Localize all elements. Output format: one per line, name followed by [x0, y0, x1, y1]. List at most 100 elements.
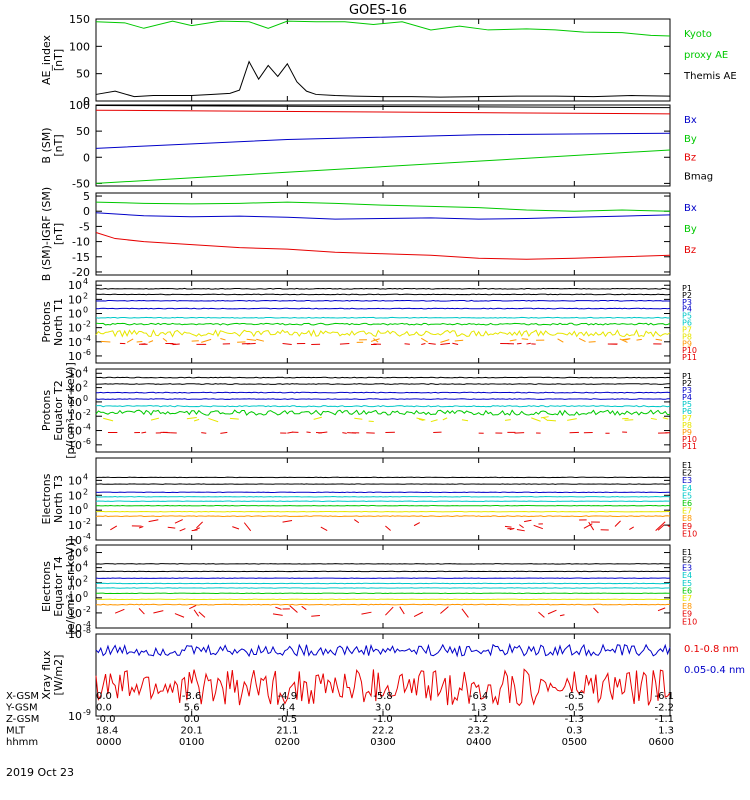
- legend-entry: P3: [682, 298, 692, 307]
- legend-entry: P2: [682, 379, 692, 388]
- series-segment: [289, 605, 298, 613]
- series-segment: [504, 419, 511, 421]
- series-segment: [538, 611, 545, 618]
- series-segment: [272, 613, 283, 616]
- panel-frame: [95, 104, 671, 187]
- legend-entry: E6: [682, 587, 692, 596]
- x-annotation-value: -0.0: [96, 714, 116, 725]
- series-segment: [220, 431, 228, 434]
- series-segment: [547, 419, 557, 422]
- legend-entry: E4: [682, 571, 692, 580]
- x-annotation-value: 1.3: [658, 726, 674, 737]
- y-axis-label: [nT]: [52, 134, 65, 156]
- y-axis-label: [nT]: [52, 223, 65, 245]
- y-tick-label: 10: [68, 562, 82, 575]
- series-segment: [413, 522, 420, 527]
- series-segment: [619, 338, 628, 343]
- series-segment: [320, 526, 328, 532]
- legend-entry: P1: [682, 372, 692, 381]
- series-segment: [282, 520, 293, 523]
- series-segment: [201, 432, 207, 434]
- x-annotation-value: 4.4: [279, 703, 295, 714]
- x-annotation-value: 0500: [562, 737, 587, 748]
- y-tick-exponent: -9: [83, 708, 91, 717]
- y-tick-label: 10: [68, 504, 82, 517]
- legend-entry: P11: [682, 442, 697, 451]
- y-axis-label: Equator T2: [52, 380, 65, 440]
- series-segment: [399, 606, 405, 615]
- series-segment: [103, 417, 114, 422]
- legend-entry: By: [684, 224, 697, 235]
- y-tick-exponent: 0: [83, 590, 88, 599]
- legend-entry: 0.1-0.8 nm: [684, 644, 739, 655]
- series-segment: [141, 431, 147, 434]
- legend-entry: E4: [682, 484, 692, 493]
- series-segment: [461, 608, 469, 618]
- y-tick-label: 10: [68, 425, 82, 438]
- y-tick-label: 10: [68, 489, 82, 502]
- series-segment: [662, 417, 669, 420]
- y-tick-label: 150: [69, 13, 90, 26]
- y-tick-label: 10: [68, 382, 82, 395]
- legend-entry: P6: [682, 407, 692, 416]
- y-tick-exponent: -4: [83, 532, 91, 541]
- y-tick-label: 10: [68, 336, 82, 349]
- series-segment: [524, 519, 532, 523]
- legend-entry: P5: [682, 400, 692, 409]
- series-segment: [318, 431, 328, 434]
- series-line: [95, 391, 671, 394]
- series-segment: [172, 343, 180, 346]
- y-tick-label: -10: [72, 236, 90, 249]
- x-annotation-label: X-GSM: [6, 691, 39, 702]
- y-tick-exponent: -4: [83, 620, 91, 629]
- x-annotation-value: 0100: [179, 737, 204, 748]
- legend-entry: P10: [682, 346, 697, 355]
- legend-entry: E10: [682, 529, 697, 538]
- y-tick-label: -20: [72, 266, 90, 279]
- series-segment: [404, 343, 410, 345]
- legend-entry: E5: [682, 491, 692, 500]
- x-annotation-value: -1.0: [373, 714, 393, 725]
- series-segment: [150, 417, 160, 421]
- series-segment: [504, 525, 512, 528]
- legend-entry: 0.05-0.4 nm: [684, 665, 745, 676]
- series-segment: [531, 417, 541, 422]
- series-segment: [509, 339, 517, 342]
- x-annotation-value: 0.0: [96, 691, 112, 702]
- y-tick-exponent: 6: [83, 545, 88, 554]
- date-label: 2019 Oct 23: [6, 766, 74, 779]
- series-segment: [193, 527, 200, 531]
- y-axis-label: Protons: [40, 390, 53, 431]
- legend-entry: P1: [682, 284, 692, 293]
- x-annotation-value: 1.3: [471, 703, 487, 714]
- x-annotation-value: -6.1: [654, 691, 674, 702]
- series-segment: [275, 606, 282, 610]
- y-tick-label: 10: [68, 592, 82, 605]
- series-segment: [208, 417, 219, 423]
- y-axis-label: B (SM)-IGRF (SM): [40, 187, 53, 281]
- legend-entry: E7: [682, 594, 692, 603]
- series-line: [95, 109, 671, 115]
- series-segment: [547, 609, 557, 615]
- x-annotation-label: Z-GSM: [6, 714, 39, 725]
- panel-frame: [95, 368, 671, 453]
- x-annotation-value: -1.1: [654, 714, 674, 725]
- y-tick-label: 10: [68, 308, 82, 321]
- y-tick-exponent: 2: [83, 380, 88, 389]
- x-annotation-value: 0.0: [184, 714, 200, 725]
- series-segment: [440, 339, 450, 343]
- y-tick-label: 10: [68, 322, 82, 335]
- panel-frame: [95, 280, 671, 364]
- y-axis-label: Electrons: [40, 473, 53, 524]
- series-segment: [516, 529, 525, 532]
- x-annotation-value: -6.4: [469, 691, 489, 702]
- series-segment: [373, 338, 379, 343]
- y-axis-label: [p/(cm²-s-sr-keV)]: [64, 362, 77, 459]
- y-axis-label: North T1: [52, 298, 65, 346]
- y-tick-label: 10: [68, 439, 82, 452]
- legend-entry: P6: [682, 319, 692, 328]
- x-annotation-value: -1.3: [565, 714, 585, 725]
- series-segment: [593, 607, 599, 614]
